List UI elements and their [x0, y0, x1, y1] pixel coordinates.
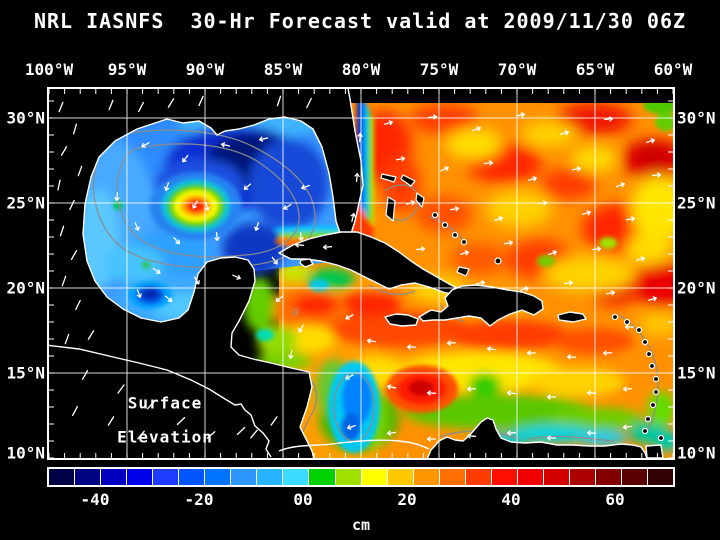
colorbar-segment — [595, 469, 622, 485]
lat-label: 20°N — [6, 278, 45, 298]
lat-label: 15°N — [6, 363, 45, 383]
colorbar-segment — [127, 469, 153, 485]
colorbar-tick-label: -20 — [184, 490, 214, 509]
lesser-antilles — [611, 313, 665, 442]
colorbar-segment — [517, 469, 543, 485]
colorbar-segment — [101, 469, 127, 485]
lon-label: 85°W — [263, 60, 303, 79]
lat-label: 10°N — [6, 443, 45, 463]
trinidad — [645, 444, 664, 458]
lon-label: 100°W — [24, 60, 74, 79]
colorbar-segment — [491, 469, 517, 485]
colorbar-segment — [387, 469, 413, 485]
colorbar-segment — [361, 469, 387, 485]
colorbar-segment — [622, 469, 648, 485]
gulf-warm-eddy — [113, 172, 242, 309]
lat-label: 30°N — [6, 108, 45, 128]
colorbar-segment — [648, 469, 674, 485]
map-frame: a — [47, 87, 675, 460]
contour-label-a: a — [292, 304, 299, 318]
lon-label: 90°W — [185, 60, 225, 79]
puerto-rico — [557, 311, 587, 323]
colorbar-segment — [309, 469, 335, 485]
lat-label: 15°N — [677, 363, 716, 383]
colorbar-segment — [75, 469, 101, 485]
jamaica — [384, 313, 419, 327]
lat-label: 25°N — [6, 193, 45, 213]
lon-label: 60°W — [653, 60, 693, 79]
lat-label: 25°N — [677, 193, 716, 213]
lon-label: 80°W — [341, 60, 381, 79]
colorbar-segment — [205, 469, 231, 485]
colorbar-segment — [465, 469, 491, 485]
colorbar-tick-label: -40 — [80, 490, 110, 509]
page-title: NRL IASNFS 30-Hr Forecast valid at 2009/… — [33, 9, 687, 33]
lon-label: 95°W — [107, 60, 147, 79]
colorbar-segment — [179, 469, 205, 485]
lat-label: 30°N — [677, 108, 716, 128]
colorbar-segment — [257, 469, 283, 485]
lat-label: 10°N — [677, 443, 716, 463]
colorbar-segment — [439, 469, 465, 485]
isle-of-youth — [299, 258, 314, 268]
colorbar-tick-label: 20 — [397, 490, 417, 509]
pacific-coastline — [49, 344, 430, 458]
minor-ticks — [49, 89, 673, 458]
colorbar-tick-label: 60 — [605, 490, 625, 509]
colorbar — [47, 467, 675, 487]
lon-label: 75°W — [419, 60, 459, 79]
colorbar-segment — [413, 469, 439, 485]
colorbar-unit: cm — [351, 516, 371, 534]
colorbar-segment — [49, 469, 75, 485]
colorbar-segment — [153, 469, 179, 485]
colorbar-segment — [231, 469, 257, 485]
lon-label: 65°W — [575, 60, 615, 79]
annotation-surface: Surface — [127, 393, 203, 413]
graticule — [49, 89, 673, 458]
colorbar-segment — [569, 469, 595, 485]
colorbar-tick-label: 00 — [293, 490, 313, 509]
surface-elevation-map: a — [49, 89, 673, 458]
hispaniola — [418, 284, 544, 327]
south-america — [426, 417, 648, 458]
lat-label: 20°N — [677, 278, 716, 298]
colorbar-segment — [543, 469, 569, 485]
colorbar-segment — [335, 469, 361, 485]
colorbar-tick-label: 40 — [501, 490, 521, 509]
lon-label: 70°W — [497, 60, 537, 79]
colorbar-segment — [283, 469, 309, 485]
annotation-elevation: Elevation — [117, 427, 213, 447]
